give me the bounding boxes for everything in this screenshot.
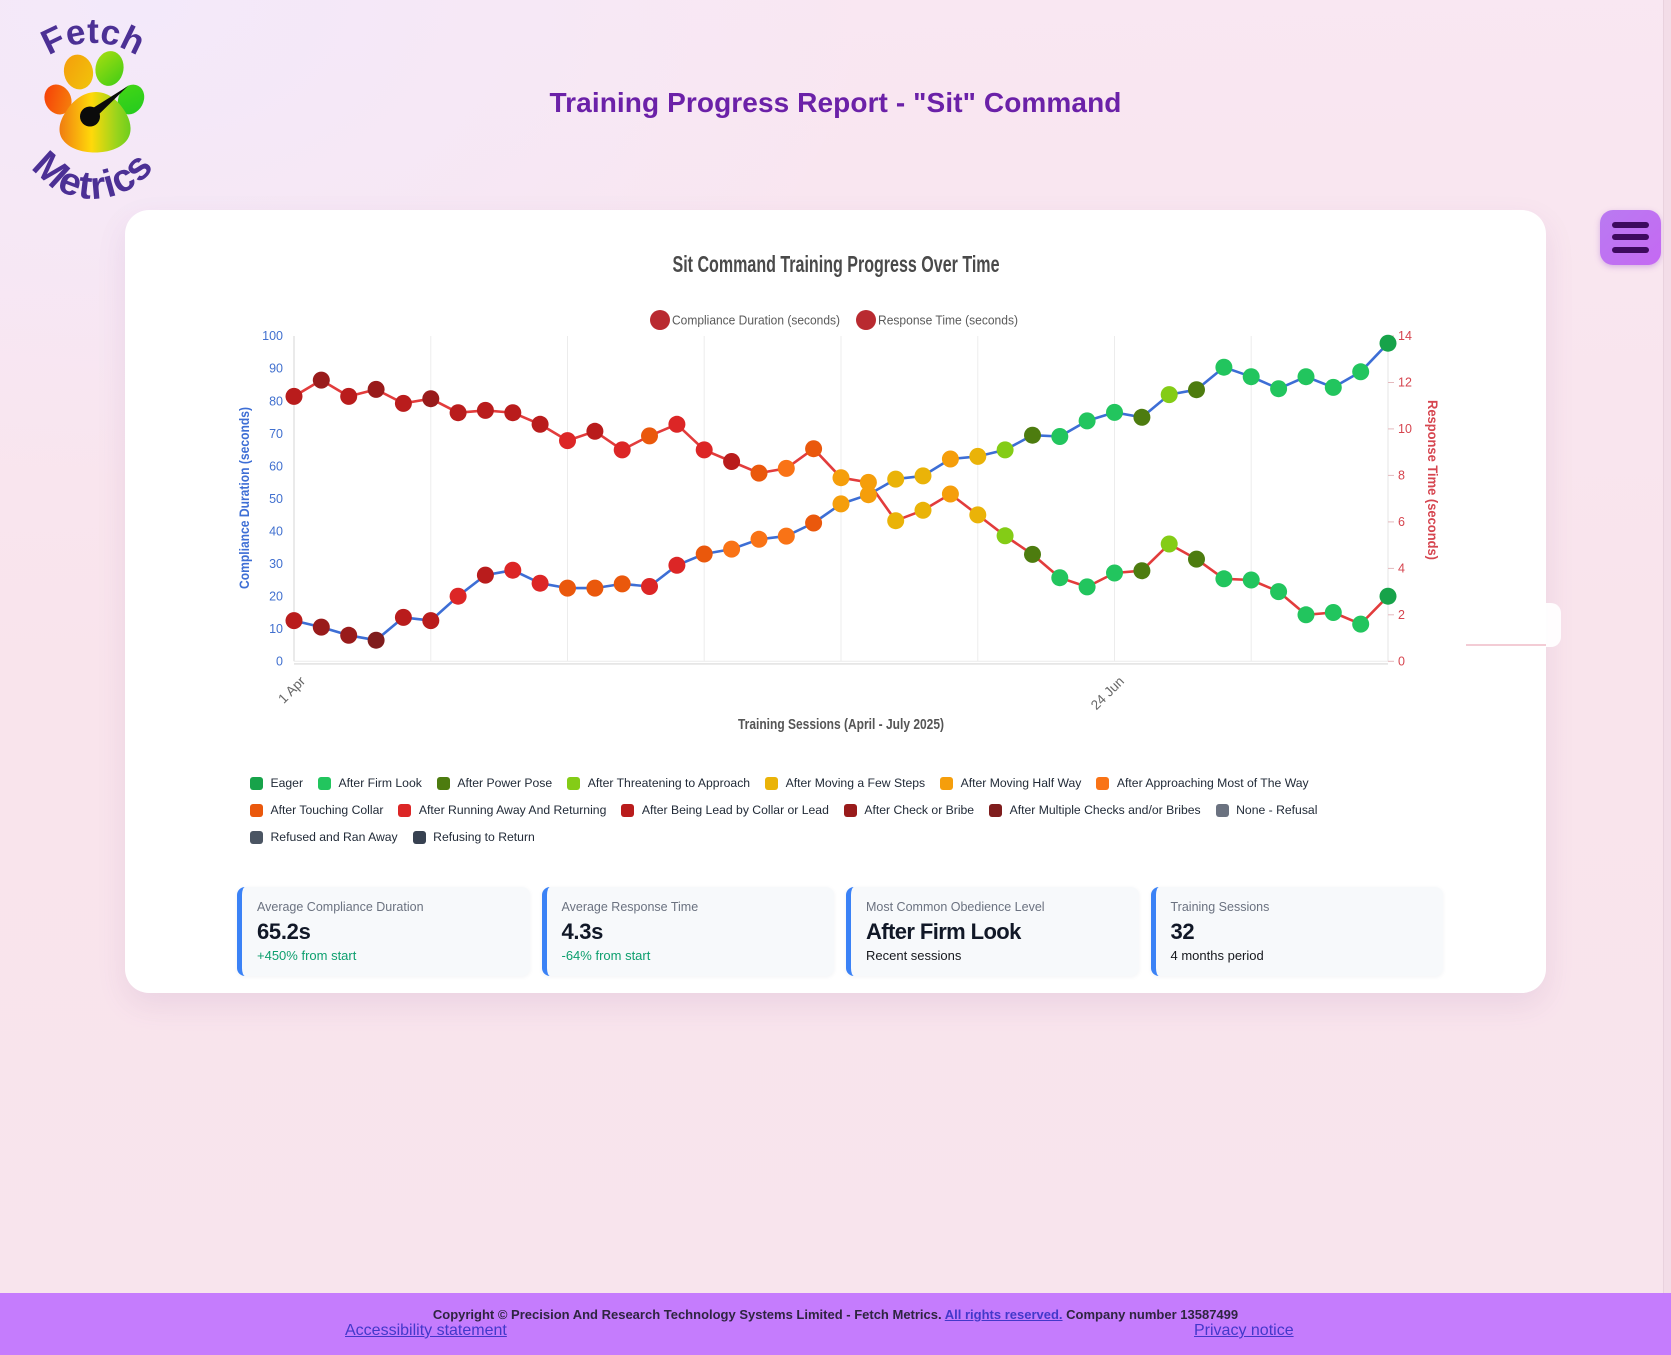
svg-text:8: 8 — [1398, 469, 1405, 483]
svg-text:Sit Command Training Progress: Sit Command Training Progress Over Time — [673, 251, 1000, 277]
svg-text:Fetch: Fetch — [35, 12, 151, 63]
svg-text:80: 80 — [269, 394, 283, 408]
svg-text:60: 60 — [269, 459, 283, 473]
svg-text:14: 14 — [1398, 329, 1412, 343]
svg-text:1 Apr: 1 Apr — [275, 673, 308, 706]
svg-text:24 Jun: 24 Jun — [1088, 674, 1127, 713]
svg-text:4: 4 — [1398, 562, 1405, 576]
svg-text:20: 20 — [269, 589, 283, 603]
svg-text:30: 30 — [269, 557, 283, 571]
svg-text:70: 70 — [269, 427, 283, 441]
svg-text:12: 12 — [1398, 376, 1412, 390]
svg-text:0: 0 — [1398, 655, 1405, 669]
svg-text:2: 2 — [1398, 608, 1405, 622]
svg-text:Compliance Duration (seconds): Compliance Duration (seconds) — [236, 407, 252, 589]
svg-text:40: 40 — [269, 524, 283, 538]
svg-text:Training Sessions (April - Jul: Training Sessions (April - July 2025) — [738, 716, 944, 733]
svg-text:100: 100 — [262, 329, 283, 343]
svg-text:10: 10 — [1398, 422, 1412, 436]
svg-text:90: 90 — [269, 362, 283, 376]
svg-text:Response Time (seconds): Response Time (seconds) — [878, 313, 1018, 328]
svg-text:50: 50 — [269, 492, 283, 506]
svg-text:Compliance Duration (seconds): Compliance Duration (seconds) — [672, 313, 840, 328]
svg-text:0: 0 — [276, 655, 283, 669]
svg-text:Response Time (seconds): Response Time (seconds) — [1425, 400, 1441, 560]
svg-text:10: 10 — [269, 622, 283, 636]
svg-text:6: 6 — [1398, 515, 1405, 529]
